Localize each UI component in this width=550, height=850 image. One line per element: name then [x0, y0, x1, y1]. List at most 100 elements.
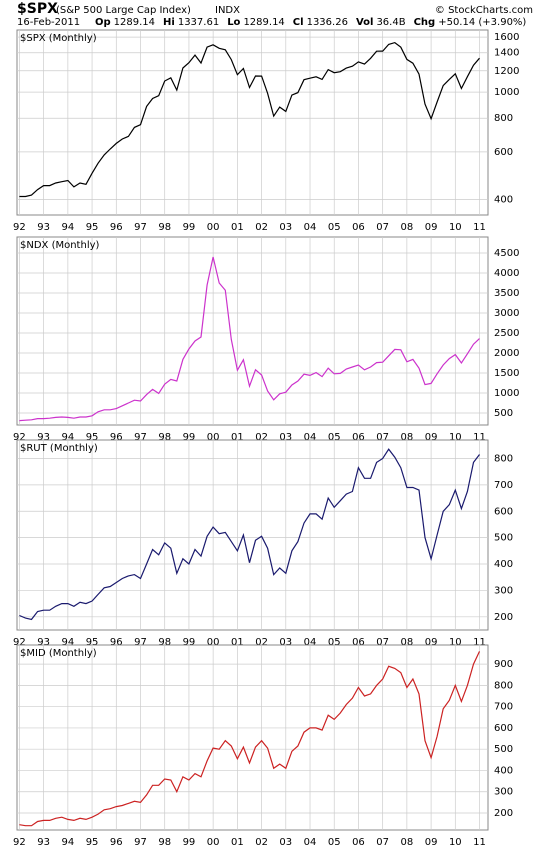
x-tick-label: 08 — [401, 837, 414, 848]
panel — [16, 644, 489, 831]
x-tick-label: 94 — [61, 432, 74, 443]
x-tick-label: 94 — [61, 222, 74, 233]
symbol: $SPX — [17, 1, 58, 17]
x-tick-label: 01 — [231, 222, 244, 233]
x-tick-label: 00 — [207, 222, 220, 233]
stat-value: 1336.26 — [307, 17, 348, 28]
x-tick-label: 99 — [183, 432, 196, 443]
x-tick-label: 92 — [13, 637, 26, 648]
x-tick-label: 10 — [449, 222, 462, 233]
y-tick-label: 400 — [494, 559, 513, 570]
y-tick-label: 4000 — [494, 268, 519, 279]
y-tick-label: 300 — [494, 585, 513, 596]
x-tick-label: 09 — [425, 837, 438, 848]
y-tick-label: 400 — [494, 194, 513, 205]
y-tick-label: 1000 — [494, 388, 519, 399]
x-tick-label: 97 — [134, 837, 147, 848]
x-tick-label: 04 — [304, 837, 317, 848]
x-tick-label: 10 — [449, 432, 462, 443]
y-tick-label: 4500 — [494, 248, 519, 259]
stat-label: Vol — [356, 17, 374, 28]
x-tick-label: 93 — [37, 432, 50, 443]
x-tick-label: 09 — [425, 637, 438, 648]
x-tick-label: 08 — [401, 637, 414, 648]
stat-value: 1289.14 — [114, 17, 155, 28]
price-line — [19, 651, 481, 827]
x-tick-label: 06 — [352, 637, 365, 648]
x-tick-label: 09 — [425, 432, 438, 443]
y-tick-label: 1500 — [494, 368, 519, 379]
x-tick-label: 07 — [376, 222, 389, 233]
x-tick-label: 05 — [328, 637, 341, 648]
x-tick-label: 11 — [473, 637, 486, 648]
x-tick-label: 09 — [425, 222, 438, 233]
x-tick-label: 92 — [13, 837, 26, 848]
x-tick-label: 95 — [86, 222, 99, 233]
x-tick-label: 96 — [110, 222, 123, 233]
x-tick-label: 03 — [279, 432, 292, 443]
y-tick-label: 500 — [494, 533, 513, 544]
stat-value: 1337.61 — [178, 17, 219, 28]
copyright: © StockCharts.com — [435, 5, 533, 16]
x-tick-label: 10 — [449, 637, 462, 648]
y-tick-label: 900 — [494, 659, 513, 670]
x-tick-label: 04 — [304, 222, 317, 233]
y-tick-label: 2000 — [494, 348, 519, 359]
y-tick-label: 1600 — [494, 32, 519, 43]
y-tick-label: 700 — [494, 480, 513, 491]
y-tick-label: 3500 — [494, 288, 519, 299]
panel-title: $SPX (Monthly) — [20, 33, 97, 44]
y-tick-label: 1000 — [494, 87, 519, 98]
x-tick-label: 00 — [207, 432, 220, 443]
y-tick-label: 2500 — [494, 328, 519, 339]
x-tick-label: 98 — [158, 432, 171, 443]
x-tick-label: 99 — [183, 637, 196, 648]
panel-title: $NDX (Monthly) — [20, 240, 100, 251]
price-line — [19, 256, 480, 422]
x-tick-label: 95 — [86, 432, 99, 443]
panel — [16, 29, 489, 216]
x-tick-label: 00 — [207, 637, 220, 648]
x-tick-label: 08 — [401, 222, 414, 233]
x-tick-label: 04 — [304, 432, 317, 443]
x-tick-label: 05 — [328, 222, 341, 233]
x-tick-label: 93 — [37, 637, 50, 648]
x-tick-label: 99 — [183, 222, 196, 233]
x-tick-label: 02 — [255, 637, 268, 648]
x-tick-label: 11 — [473, 222, 486, 233]
index-name: (S&P 500 Large Cap Index) — [56, 5, 191, 16]
x-tick-label: 03 — [279, 637, 292, 648]
exchange: INDX — [215, 5, 240, 16]
x-tick-label: 98 — [158, 837, 171, 848]
stat-value: 1289.14 — [243, 17, 284, 28]
y-tick-label: 600 — [494, 147, 513, 158]
x-tick-label: 07 — [376, 837, 389, 848]
x-tick-label: 02 — [255, 222, 268, 233]
y-tick-label: 500 — [494, 744, 513, 755]
y-tick-label: 800 — [494, 453, 513, 464]
stat-label: Op — [95, 17, 111, 28]
x-tick-label: 03 — [279, 837, 292, 848]
x-tick-label: 01 — [231, 837, 244, 848]
x-tick-label: 10 — [449, 837, 462, 848]
stat-label: Cl — [293, 17, 304, 28]
price-line — [19, 448, 480, 621]
x-tick-label: 11 — [473, 837, 486, 848]
y-tick-label: 300 — [494, 787, 513, 798]
x-tick-label: 11 — [473, 432, 486, 443]
x-tick-label: 07 — [376, 432, 389, 443]
x-tick-label: 97 — [134, 432, 147, 443]
panel-title: $MID (Monthly) — [20, 648, 97, 659]
x-tick-label: 97 — [134, 222, 147, 233]
x-tick-label: 06 — [352, 837, 365, 848]
panel — [16, 439, 489, 631]
x-tick-label: 96 — [110, 432, 123, 443]
y-tick-label: 3000 — [494, 308, 519, 319]
y-tick-label: 600 — [494, 723, 513, 734]
x-tick-label: 04 — [304, 637, 317, 648]
y-tick-label: 200 — [494, 612, 513, 623]
y-tick-label: 400 — [494, 765, 513, 776]
price-line — [19, 41, 480, 198]
x-tick-label: 07 — [376, 637, 389, 648]
x-tick-label: 06 — [352, 432, 365, 443]
